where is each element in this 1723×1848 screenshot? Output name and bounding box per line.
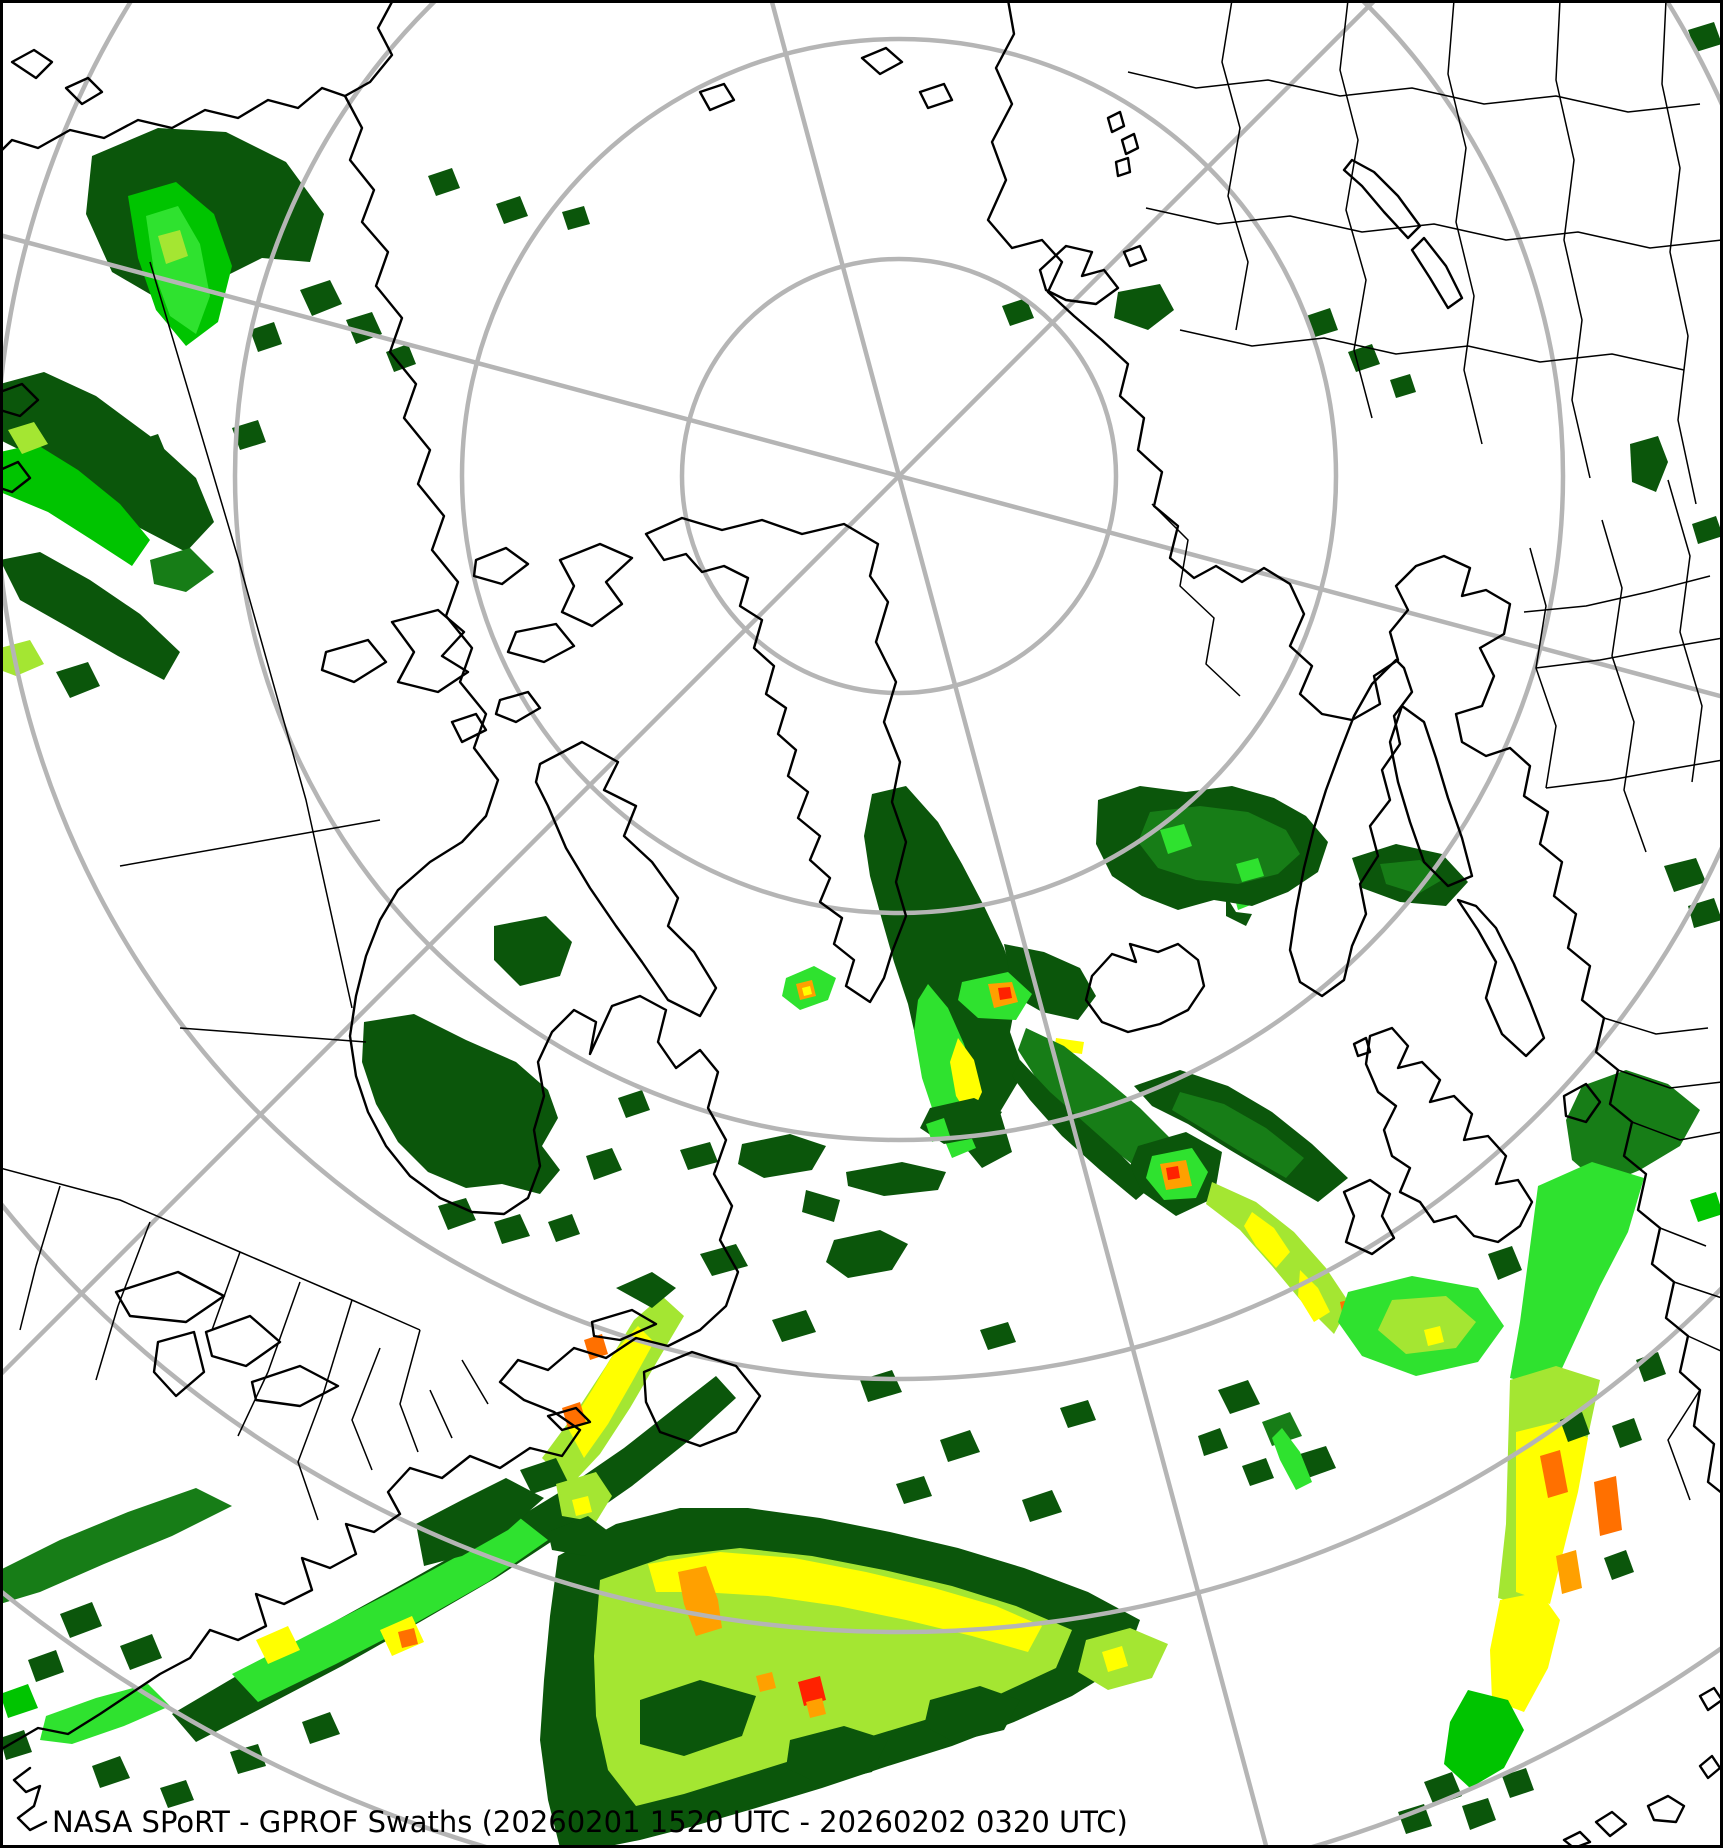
map-caption: NASA SPoRT - GPROF Swaths (20260201 1520… — [52, 1805, 1128, 1839]
precip-layer — [0, 22, 1723, 1848]
border-layer — [0, 0, 1723, 1521]
